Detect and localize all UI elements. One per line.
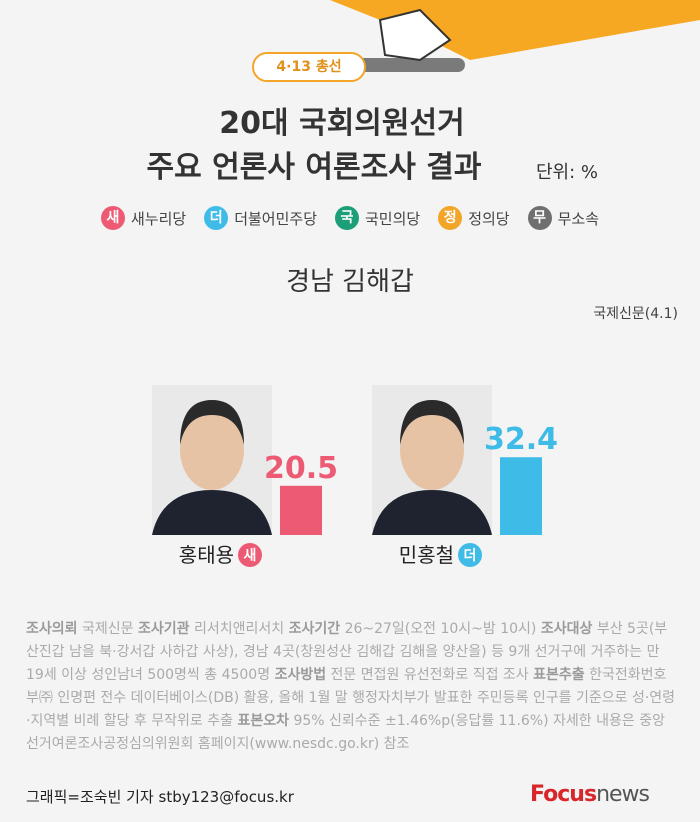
party-mark: 새 xyxy=(244,548,257,564)
legend-label: 무소속 xyxy=(557,209,600,228)
photo-face xyxy=(400,410,464,490)
notes: 조사의뢰 국제신문 조사기관 리서치앤리서치 조사기간 26~27일(오전 10… xyxy=(26,618,676,756)
note-text: 전문 면접원 유선전화로 직접 조사 xyxy=(330,667,529,683)
note-label: 조사대상 xyxy=(540,621,593,637)
note-label: 조사의뢰 xyxy=(26,621,78,637)
legend-item: 국 국민의당 xyxy=(335,206,420,230)
logo-b: news xyxy=(596,782,650,807)
value-label: 20.5 xyxy=(264,451,338,486)
photo-hair xyxy=(180,400,244,445)
badge: 4·13 총선 xyxy=(252,52,366,82)
note-text: 한국전화번호부㈜ 인명편 전수 데이터베이스(DB) 활용, 올해 1월 말 행… xyxy=(26,667,676,729)
bar xyxy=(500,457,542,535)
credit: 그래픽=조숙빈 기자 stby123@focus.kr xyxy=(26,788,294,806)
photo-suit xyxy=(372,490,492,535)
legend: 새 새누리당 더 더불어민주당 국 국민의당 정 정의당 무 무소속 xyxy=(0,206,700,230)
chart: 경남 김해갑 국제신문(4.1) 20.5 홍태용 새 32.4 민홍철 더 xyxy=(152,267,678,567)
value-label: 32.4 xyxy=(484,422,558,457)
photo-face xyxy=(180,410,244,490)
candidate-name: 홍태용 xyxy=(179,543,234,567)
legend-item: 정 정의당 xyxy=(438,206,510,230)
title-line: 주요 언론사 여론조사 결과 xyxy=(146,150,482,185)
legend-item: 새 새누리당 xyxy=(100,206,187,230)
note-label: 표본추출 xyxy=(533,667,585,683)
note-text: 부산 5곳(부산진갑 남을 북·강서갑 사하갑 사상), 경남 4곳(창원성산 … xyxy=(26,621,668,683)
note-label: 조사방법 xyxy=(274,667,327,683)
note-label: 조사기간 xyxy=(288,621,341,637)
photo-suit xyxy=(152,490,272,535)
note-text: 95% 신뢰수준 ±1.46%p(응답률 11.6%) 자세한 내용은 중앙선거… xyxy=(26,713,665,752)
source: 국제신문(4.1) xyxy=(593,306,678,322)
party-dot xyxy=(238,543,262,567)
logo-a: Focus xyxy=(530,782,597,807)
legend-mark: 정 xyxy=(438,206,463,230)
unit: 단위: % xyxy=(536,162,599,183)
party-dot xyxy=(458,543,482,567)
party-mark: 더 xyxy=(464,548,477,564)
candidate-name: 민홍철 xyxy=(399,543,454,567)
bar xyxy=(280,485,322,535)
legend-label: 국민의당 xyxy=(365,209,421,228)
title-line: 20대 국회의원선거 xyxy=(219,106,465,141)
legend-mark: 더 xyxy=(204,206,229,230)
note-label: 조사기관 xyxy=(137,621,190,637)
note-text: 국제신문 xyxy=(81,621,134,637)
legend-label: 더불어민주당 xyxy=(234,209,317,228)
legend-label: 새누리당 xyxy=(130,209,187,228)
legend-label: 정의당 xyxy=(468,209,510,228)
note-text: 리서치앤리서치 xyxy=(193,621,285,637)
ballot-decoration xyxy=(330,0,700,72)
legend-item: 더 더불어민주당 xyxy=(204,206,317,230)
logo: Focusnews xyxy=(530,782,650,807)
chart-title: 경남 김해갑 xyxy=(286,267,414,297)
note-label: 표본오차 xyxy=(237,713,290,729)
legend-mark: 무 xyxy=(527,206,552,230)
photo-hair xyxy=(400,400,464,445)
legend-mark: 국 xyxy=(335,206,359,230)
legend-item: 무 무소속 xyxy=(527,206,600,230)
note-text: 26~27일(오전 10시~밤 10시) xyxy=(344,621,537,637)
legend-mark: 새 xyxy=(100,206,125,230)
